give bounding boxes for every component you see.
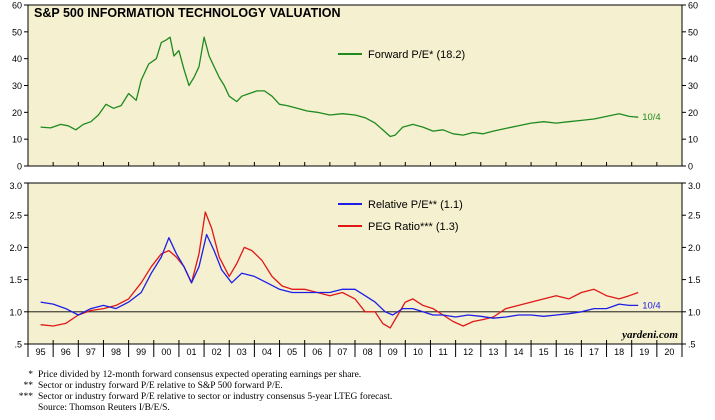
x-tick-label: 08 xyxy=(363,347,373,357)
forward-pe-y-tick-label-right: 30 xyxy=(688,81,698,91)
x-tick-label: 00 xyxy=(161,347,171,357)
x-tick-label: 18 xyxy=(614,347,624,357)
x-tick-label: 96 xyxy=(61,347,71,357)
forward-pe-y-tick-label-left: 0 xyxy=(17,162,22,172)
footnote-1: * Price divided by 12-month forward cons… xyxy=(0,370,715,381)
forward-pe-y-tick-label-left: 50 xyxy=(12,27,22,37)
x-tick-label: 13 xyxy=(488,347,498,357)
forward-pe-end-label: 10/4 xyxy=(642,112,661,123)
series-relative-pe xyxy=(40,233,639,319)
relative-pe-peg-series xyxy=(40,211,639,329)
relative-pe-y-tick-label-right: .5 xyxy=(688,340,696,350)
forward-pe-y-tick-label-left: 40 xyxy=(12,54,22,64)
forward-pe-y-tick-label-right: 10 xyxy=(688,135,698,145)
footnote-2-text: Sector or industry forward P/E relative … xyxy=(38,381,283,391)
x-tick-label: 07 xyxy=(337,347,347,357)
x-tick-label: 05 xyxy=(287,347,297,357)
forward-pe-plot-area xyxy=(27,4,683,167)
forward-pe-y-tick-label-right: 0 xyxy=(688,162,693,172)
forward-pe-y-axis: 0 0 10 10 20 20 30 30 40 40 50 50 60 60 xyxy=(12,1,698,172)
forward-pe-series xyxy=(40,36,639,138)
x-tick-label: 16 xyxy=(564,347,574,357)
forward-pe-panel: S&P 500 INFORMATION TECHNOLOGY VALUATION… xyxy=(12,1,698,172)
x-tick-label: 14 xyxy=(513,347,523,357)
relative-pe-y-tick-label-right: 1.5 xyxy=(688,275,701,285)
forward-pe-y-tick-label-right: 20 xyxy=(688,108,698,118)
relative-pe-legend: Relative P/E** (1.1) PEG Ratio*** (1.3) xyxy=(338,199,463,233)
x-tick-label: 19 xyxy=(639,347,649,357)
relative-pe-y-tick-label-right: 2.5 xyxy=(688,211,701,221)
x-tick-label: 99 xyxy=(136,347,146,357)
forward-pe-y-tick-label-right: 60 xyxy=(688,1,698,11)
source-note: Source: Thomson Reuters I/B/E/S. xyxy=(38,403,170,413)
x-tick-label: 97 xyxy=(86,347,96,357)
forward-pe-legend: Forward P/E* (18.2) xyxy=(338,49,465,61)
footnote-3: *** Sector or industry forward P/E relat… xyxy=(0,392,715,403)
legend-label-peg-ratio: PEG Ratio*** (1.3) xyxy=(368,221,458,233)
x-tick-label: 09 xyxy=(388,347,398,357)
x-tick-label: 01 xyxy=(186,347,196,357)
legend-label-forward-pe: Forward P/E* (18.2) xyxy=(368,49,465,61)
watermark-yardeni: yardeni.com xyxy=(620,329,678,341)
x-tick-label: 98 xyxy=(111,347,121,357)
x-tick-label: 04 xyxy=(262,347,272,357)
footnote-2-mark: ** xyxy=(23,381,34,391)
relative-pe-plot-area xyxy=(27,182,683,345)
forward-pe-y-tick-label-left: 20 xyxy=(12,108,22,118)
footnote-3-text: Sector or industry forward P/E relative … xyxy=(38,392,393,402)
footnote-1-text: Price divided by 12-month forward consen… xyxy=(38,370,362,380)
relative-pe-y-tick-label-left: 1.0 xyxy=(9,307,22,317)
series-forward-pe xyxy=(40,36,639,138)
relative-pe-y-tick-label-left: 1.5 xyxy=(9,275,22,285)
relative-pe-y-tick-label-right: 2.0 xyxy=(688,243,701,253)
relative-pe-y-tick-label-left: .5 xyxy=(14,340,22,350)
relative-pe-y-tick-label-right: 3.0 xyxy=(688,181,701,191)
x-tick-label: 06 xyxy=(312,347,322,357)
relative-pe-y-tick-label-left: 2.0 xyxy=(9,243,22,253)
footnote-3-mark: *** xyxy=(18,392,33,402)
relative-pe-peg-panel: 3.0 3.0 2.5 2.5 2.0 2.0 1.5 1.5 1.0 1.0 .5 .5 Relat… xyxy=(9,181,701,357)
relative-pe-y-axis: 3.0 3.0 2.5 2.5 2.0 2.0 1.5 1.5 1.0 1.0 .5 .5 xyxy=(9,181,700,350)
forward-pe-y-tick-label-right: 40 xyxy=(688,54,698,64)
forward-pe-y-tick-label-left: 30 xyxy=(12,81,22,91)
x-tick-label: 12 xyxy=(463,347,473,357)
footnote-1-mark: * xyxy=(28,370,33,380)
x-tick-label: 11 xyxy=(438,347,447,357)
relative-pe-y-tick-label-left: 2.5 xyxy=(9,211,22,221)
legend-label-relative-pe: Relative P/E** (1.1) xyxy=(368,199,463,211)
x-tick-label: 15 xyxy=(539,347,549,357)
x-tick-label: 03 xyxy=(237,347,247,357)
footnote-2: ** Sector or industry forward P/E relati… xyxy=(0,381,715,392)
x-tick-label: 02 xyxy=(212,347,222,357)
relative-pe-y-tick-label-right: 1.0 xyxy=(688,307,701,317)
chart: S&P 500 INFORMATION TECHNOLOGY VALUATION… xyxy=(9,1,701,357)
forward-pe-y-tick-label-left: 10 xyxy=(12,135,22,145)
forward-pe-y-tick-label-left: 60 xyxy=(12,1,22,11)
footnotes: * Price divided by 12-month forward cons… xyxy=(0,370,715,414)
chart-title: S&P 500 INFORMATION TECHNOLOGY VALUATION xyxy=(34,6,341,20)
x-tick-label: 20 xyxy=(664,347,674,357)
x-tick-label: 17 xyxy=(589,347,599,357)
x-axis: 95 96 97 98 99 00 01 02 03 04 05 06 07 08 09 10 11 12 13 14… xyxy=(27,340,683,357)
relative-pe-y-tick-label-left: 3.0 xyxy=(9,181,22,191)
x-tick-label: 10 xyxy=(413,347,423,357)
series-peg-ratio xyxy=(40,211,639,329)
relative-pe-end-label: 10/4 xyxy=(642,300,661,311)
forward-pe-y-tick-label-right: 50 xyxy=(688,27,698,37)
x-tick-label: 95 xyxy=(36,347,46,357)
